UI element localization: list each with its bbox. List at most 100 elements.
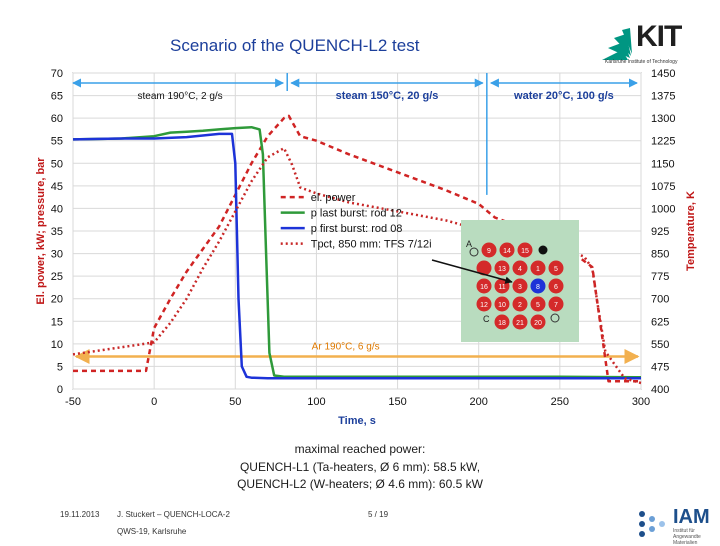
- rod: [476, 296, 492, 312]
- y-tick-label-right: 700: [651, 294, 669, 306]
- rod: [512, 296, 528, 312]
- rod-label: 15: [521, 248, 529, 255]
- summary-line-2: QUENCH-L1 (Ta-heaters, Ø 6 mm): 58.5 kW,: [239, 460, 481, 474]
- chart: -50 0 50 100 150 200 250 3000510152025303540455…: [35, 68, 697, 427]
- x-tick-label: 150: [388, 396, 406, 408]
- slide-title: Scenario of the QUENCH-L2 test: [170, 36, 420, 55]
- footer-venue: QWS-19, Karlsruhe: [117, 527, 187, 536]
- x-tick-label: 250: [551, 396, 569, 408]
- x-tick-label: 100: [307, 396, 325, 408]
- y-tick-label-right: 550: [651, 339, 669, 351]
- legend-entry: Tpct, 850 mm: TFS 7/12i: [311, 239, 432, 251]
- axis-ticks: -50 0 50 100 150 200 250 3000510152025303540455…: [51, 68, 676, 408]
- footer-date: 19.11.2013: [60, 510, 100, 519]
- y-tick-label-right: 400: [651, 384, 669, 396]
- rod-label: 10: [498, 302, 506, 309]
- y-tick-label-left: 5: [57, 361, 63, 373]
- rod: [494, 296, 510, 312]
- y-tick-label-left: 40: [51, 203, 63, 215]
- y-tick-label-left: 25: [51, 271, 63, 283]
- y-tick-label-right: 625: [651, 316, 669, 328]
- legend-entry: p first burst: rod 08: [311, 223, 403, 235]
- y-tick-label-right: 1075: [651, 181, 675, 193]
- x-tick-label: 300: [632, 396, 650, 408]
- rod-label: 16: [480, 284, 488, 291]
- rod-label: 1: [536, 266, 540, 273]
- iam-dots-icon: [639, 511, 665, 537]
- rod: [530, 278, 546, 294]
- rod-label: 12: [480, 302, 488, 309]
- rod: [476, 260, 492, 276]
- y-tick-label-right: 850: [651, 249, 669, 261]
- rod-label: 21: [516, 320, 524, 327]
- y-tick-label-left: 0: [57, 384, 63, 396]
- argon-label: Ar 190°C, 6 g/s: [312, 341, 380, 352]
- x-tick-label: 50: [229, 396, 241, 408]
- rod: [494, 314, 510, 330]
- iam-logo-subtitle: Institut für Angewandte Materialien: [673, 528, 701, 546]
- kit-logo-text: KIT: [636, 20, 682, 53]
- kit-logo: [602, 28, 632, 60]
- y-tick-label-left: 70: [51, 68, 63, 80]
- x-axis-label: Time, s: [338, 415, 376, 427]
- y-tick-label-left: 35: [51, 226, 63, 238]
- series-line-1: [73, 114, 641, 383]
- y-axis-label-right: Temperature, K: [685, 191, 697, 271]
- x-tick-label: 0: [151, 396, 157, 408]
- y-tick-label-right: 1450: [651, 68, 675, 80]
- legend-entry: el. power: [311, 192, 356, 204]
- rod-label: 11: [498, 284, 505, 291]
- y-tick-label-left: 60: [51, 113, 63, 125]
- rod-label: 5: [536, 302, 540, 309]
- black-rod-marker-icon: [538, 245, 548, 255]
- phase-label: water 20°C, 100 g/s: [513, 90, 614, 102]
- rod: [499, 242, 515, 258]
- series-lines: [72, 114, 642, 385]
- y-tick-label-right: 925: [651, 226, 669, 238]
- series-line-2: [72, 125, 642, 379]
- rod-label: 9: [487, 248, 491, 255]
- rod-label: 20: [534, 320, 542, 327]
- legend: el. power p last burst: rod 12 p first bur…: [280, 192, 432, 251]
- corner-rod-c-icon: [550, 313, 560, 323]
- y-tick-label-left: 10: [51, 339, 63, 351]
- inset-pointer-arrow: [431, 259, 513, 284]
- rod: [530, 260, 546, 276]
- y-tick-label-right: 1225: [651, 136, 675, 148]
- kit-emblem-icon: [602, 28, 632, 60]
- iam-logo-text: IAM: [673, 506, 710, 528]
- rod: [548, 260, 564, 276]
- rod-label: 3: [518, 284, 522, 291]
- corner-rod-a-icon: [469, 247, 479, 257]
- y-tick-label-left: 15: [51, 316, 63, 328]
- y-tick-label-right: 1300: [651, 113, 675, 125]
- phase-label: steam 150°C, 20 g/s: [336, 90, 439, 102]
- y-tick-label-left: 45: [51, 181, 63, 193]
- rod-label: 13: [498, 266, 506, 273]
- y-tick-label-left: 65: [51, 91, 63, 103]
- rod-label: 18: [498, 320, 506, 327]
- summary-line-1: maximal reached power:: [294, 442, 426, 456]
- y-tick-label-right: 775: [651, 271, 669, 283]
- rod: [512, 260, 528, 276]
- rod: [548, 278, 564, 294]
- phase-arrows: steam 190°C, 2 g/s steam 150°C, 20 g/s wat…: [72, 73, 640, 364]
- y-tick-label-right: 475: [651, 361, 669, 373]
- rod-label: 7: [554, 302, 558, 309]
- y-tick-label-left: 50: [51, 158, 63, 170]
- series-line-4: [72, 146, 642, 385]
- footer-page: 5 / 19: [368, 510, 389, 519]
- y-tick-label-right: 1375: [651, 91, 675, 103]
- rod-label: 5: [554, 266, 558, 273]
- summary-line-3: QUENCH-L2 (W-heaters; Ø 4.6 mm): 60.5 kW: [237, 477, 483, 491]
- rod-label: 8: [536, 284, 540, 291]
- phase-label: steam 190°C, 2 g/s: [138, 91, 223, 102]
- inset-label-a: A: [466, 239, 472, 249]
- rod: [512, 278, 528, 294]
- y-tick-label-right: 1000: [651, 203, 675, 215]
- inset-label-c: C: [483, 314, 490, 324]
- rod-label: 4: [518, 266, 522, 273]
- y-tick-label-left: 30: [51, 249, 63, 261]
- legend-entry: p last burst: rod 12: [311, 208, 402, 220]
